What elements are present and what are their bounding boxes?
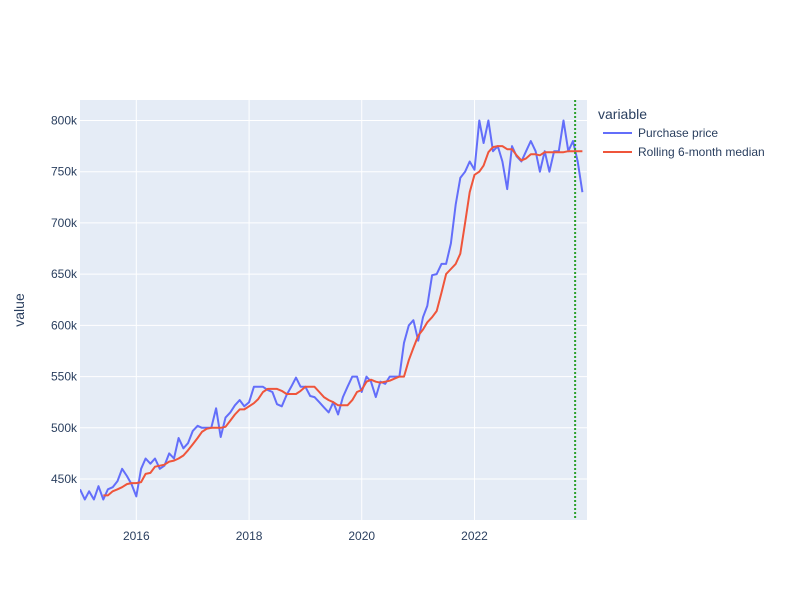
y-tick-label: 800k	[51, 113, 78, 127]
legend-label-rolling-6-month-median: Rolling 6-month median	[638, 145, 765, 159]
x-tick-label: 2018	[236, 529, 263, 543]
y-tick-label: 750k	[51, 165, 78, 179]
y-tick-label: 650k	[51, 267, 78, 281]
x-axis-ticks: 2016 2018 2020 2022	[123, 529, 488, 543]
y-axis-ticks: 450k 500k 550k 600k 650k 700k 750k 800k	[51, 113, 78, 486]
x-tick-label: 2016	[123, 529, 150, 543]
y-tick-label: 550k	[51, 370, 78, 384]
plot-area	[80, 100, 587, 520]
legend-items: Purchase price Rolling 6-month median	[603, 126, 765, 159]
legend: variable Purchase price Rolling 6-month m…	[598, 106, 765, 159]
x-tick-label: 2022	[461, 529, 488, 543]
y-tick-label: 700k	[51, 216, 78, 230]
series-line-rolling-6-month-median	[103, 145, 583, 497]
x-tick-label: 2020	[348, 529, 375, 543]
legend-title: variable	[598, 106, 647, 122]
grid-lines	[80, 100, 587, 520]
legend-label-purchase-price: Purchase price	[638, 126, 718, 140]
series-lines	[80, 119, 584, 501]
y-tick-label: 450k	[51, 472, 78, 486]
y-tick-label: 600k	[51, 318, 78, 332]
y-tick-label: 500k	[51, 421, 78, 435]
series-line-purchase-price	[80, 119, 584, 501]
y-axis-title: value	[11, 293, 27, 327]
